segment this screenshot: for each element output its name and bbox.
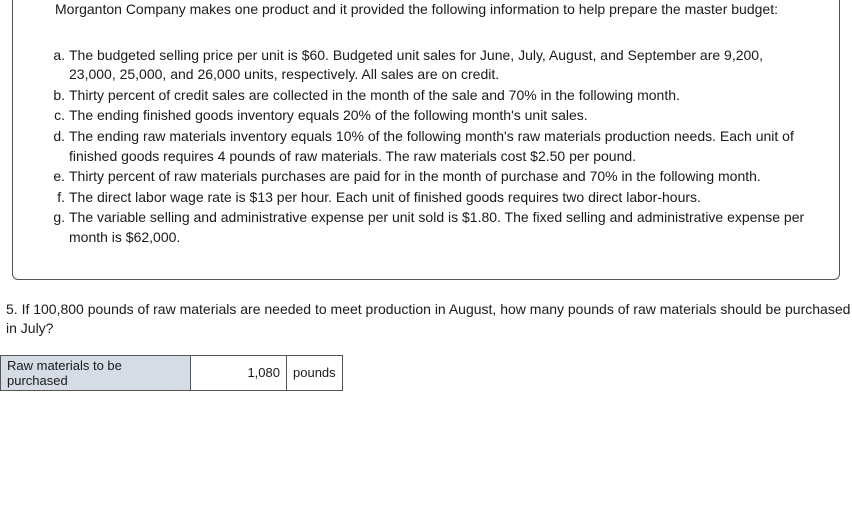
list-item: g. The variable selling and administrati… xyxy=(49,208,809,247)
answer-table: Raw materials to be purchased 1,080 poun… xyxy=(0,355,343,391)
item-marker: d. xyxy=(49,127,69,166)
item-text: The direct labor wage rate is $13 per ho… xyxy=(69,188,809,208)
list-item: d. The ending raw materials inventory eq… xyxy=(49,127,809,166)
item-marker: e. xyxy=(49,167,69,187)
item-marker: f. xyxy=(49,188,69,208)
item-text: The ending raw materials inventory equal… xyxy=(69,127,809,166)
item-text: Thirty percent of raw materials purchase… xyxy=(69,167,809,187)
list-item: f. The direct labor wage rate is $13 per… xyxy=(49,188,809,208)
problem-intro: Morganton Company makes one product and … xyxy=(55,0,809,20)
list-item: b. Thirty percent of credit sales are co… xyxy=(49,86,809,106)
item-marker: a. xyxy=(49,46,69,85)
list-item: e. Thirty percent of raw materials purch… xyxy=(49,167,809,187)
item-marker: b. xyxy=(49,86,69,106)
item-text: Thirty percent of credit sales are colle… xyxy=(69,86,809,106)
answer-value[interactable]: 1,080 xyxy=(191,355,287,390)
item-text: The ending finished goods inventory equa… xyxy=(69,106,809,126)
list-item: a. The budgeted selling price per unit i… xyxy=(49,46,809,85)
item-marker: g. xyxy=(49,208,69,247)
assumption-list: a. The budgeted selling price per unit i… xyxy=(49,46,809,248)
question-text: 5. If 100,800 pounds of raw materials ar… xyxy=(6,300,852,339)
answer-unit: pounds xyxy=(287,355,343,390)
problem-box: Morganton Company makes one product and … xyxy=(12,0,840,280)
list-item: c. The ending finished goods inventory e… xyxy=(49,106,809,126)
item-marker: c. xyxy=(49,106,69,126)
item-text: The budgeted selling price per unit is $… xyxy=(69,46,809,85)
item-text: The variable selling and administrative … xyxy=(69,208,809,247)
answer-label: Raw materials to be purchased xyxy=(1,355,191,390)
